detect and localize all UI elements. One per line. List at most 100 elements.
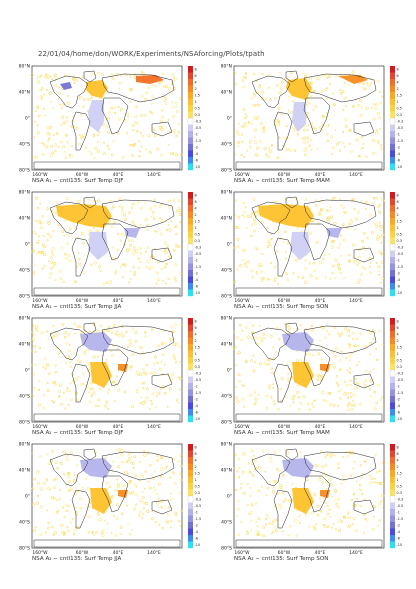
colorbar-tick-label: 8 — [397, 67, 399, 71]
anomaly-speckle — [316, 373, 320, 377]
anomaly-speckle — [64, 361, 67, 364]
anomaly-speckle — [352, 243, 356, 247]
anomaly-speckle — [161, 72, 165, 76]
colorbar-swatch — [188, 344, 193, 351]
colorbar-swatch — [188, 535, 193, 542]
colorbar-swatch — [188, 541, 193, 549]
anomaly-speckle — [357, 260, 361, 264]
anomaly-speckle — [117, 485, 120, 489]
anomaly-speckle — [139, 401, 142, 404]
anomaly-speckle — [321, 481, 325, 484]
anomaly-speckle — [37, 250, 40, 253]
anomaly-speckle — [69, 398, 73, 402]
anomaly-speckle — [356, 337, 359, 341]
continent-outline — [303, 325, 377, 355]
anomaly-speckle — [167, 506, 170, 509]
anomaly-speckle — [256, 248, 259, 251]
anomaly-speckle — [166, 520, 170, 524]
anomaly-speckle — [380, 236, 383, 239]
anomaly-speckle — [349, 383, 352, 386]
anomaly-speckle — [306, 124, 309, 127]
anomaly-speckle — [340, 520, 344, 524]
anomaly-speckle — [378, 481, 383, 485]
lat-tick-label: 0° — [25, 494, 30, 500]
anomaly-speckle — [362, 381, 365, 384]
anomaly-speckle — [73, 332, 76, 335]
anomaly-speckle — [154, 355, 157, 359]
anomaly-speckle — [321, 257, 325, 261]
anomaly-speckle — [270, 397, 273, 400]
anomaly-speckle — [253, 211, 256, 214]
anomaly-speckle — [58, 86, 61, 89]
anomaly-speckle — [237, 351, 241, 355]
colorbar-swatch — [188, 231, 193, 238]
anomaly-speckle — [245, 265, 248, 269]
anomaly-speckle — [368, 341, 373, 346]
colorbar-tick-label: -10 — [195, 291, 201, 295]
lon-tick-label: 160°W — [234, 550, 250, 556]
anomaly-speckle — [110, 495, 113, 499]
anomaly-speckle — [332, 146, 336, 150]
anomaly-speckle — [92, 355, 96, 359]
anomaly-speckle — [371, 527, 375, 531]
colorbar-tick-label: 0.5 — [397, 484, 402, 488]
colorbar-swatch — [188, 224, 193, 232]
anomaly-speckle — [324, 276, 327, 279]
anomaly-speckle — [169, 498, 173, 501]
anomaly-region — [124, 228, 140, 238]
colorbar-tick-label: -4 — [397, 404, 400, 408]
anomaly-speckle — [355, 497, 358, 501]
anomaly-speckle — [157, 497, 160, 500]
anomaly-speckle — [369, 261, 372, 264]
anomaly-speckle — [45, 330, 48, 333]
anomaly-speckle — [172, 343, 176, 347]
colorbar-swatch — [188, 515, 193, 523]
anomaly-speckle — [286, 241, 289, 245]
anomaly-speckle — [122, 484, 126, 487]
anomaly-speckle — [135, 105, 138, 109]
anomaly-speckle — [278, 503, 282, 508]
anomaly-speckle — [254, 152, 258, 156]
colorbar-tick-label: 1 — [397, 226, 399, 230]
anomaly-speckle — [252, 72, 256, 76]
continent-outline — [33, 413, 181, 422]
anomaly-speckle — [51, 399, 54, 402]
colorbar-swatch — [390, 450, 395, 458]
anomaly-speckle — [109, 106, 113, 110]
anomaly-speckle — [128, 491, 132, 495]
anomaly-speckle — [180, 153, 183, 157]
anomaly-speckle — [92, 133, 96, 136]
anomaly-speckle — [326, 512, 330, 516]
anomaly-speckle — [90, 395, 93, 398]
anomaly-speckle — [365, 106, 369, 111]
lat-tick-label: 0° — [227, 368, 232, 374]
anomaly-speckle — [233, 246, 237, 250]
anomaly-speckle — [331, 526, 333, 529]
anomaly-speckle — [313, 492, 317, 496]
anomaly-speckle — [340, 204, 343, 207]
colorbar-tick-label: 6 — [397, 74, 399, 78]
anomaly-speckle — [67, 101, 71, 105]
anomaly-speckle — [77, 359, 81, 363]
anomaly-speckle — [53, 486, 56, 489]
colorbar-swatch — [390, 66, 395, 73]
anomaly-speckle — [348, 347, 351, 350]
anomaly-speckle — [382, 404, 385, 407]
anomaly-speckle — [377, 205, 380, 209]
anomaly-speckle — [180, 324, 183, 327]
anomaly-speckle — [348, 259, 351, 262]
lon-tick-label: 40°E — [113, 424, 124, 430]
anomaly-speckle — [102, 282, 105, 285]
anomaly-speckle — [350, 218, 353, 221]
anomaly-speckle — [61, 229, 65, 233]
anomaly-speckle — [67, 529, 71, 533]
colorbar-tick-label: 1.5 — [397, 471, 402, 475]
colorbar-swatch — [390, 98, 395, 106]
anomaly-speckle — [59, 277, 63, 280]
anomaly-speckle — [265, 364, 268, 367]
anomaly-speckle — [165, 262, 168, 266]
anomaly-speckle — [346, 396, 349, 399]
anomaly-speckle — [126, 112, 130, 116]
anomaly-speckle — [144, 331, 147, 334]
anomaly-speckle — [67, 489, 71, 493]
